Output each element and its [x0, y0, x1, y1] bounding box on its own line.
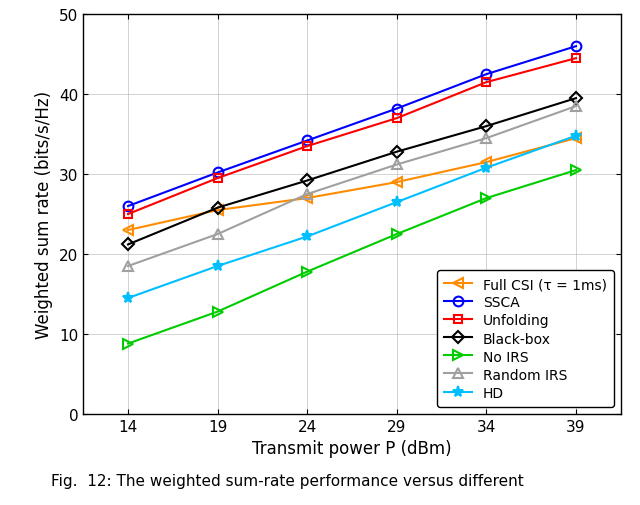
Black-box — [572, 96, 580, 102]
Unfolding — [393, 116, 401, 122]
HD — [303, 234, 311, 240]
X-axis label: Transmit power P (dBm): Transmit power P (dBm) — [252, 439, 452, 458]
Full CSI (τ = 1ms) — [303, 195, 311, 201]
Line: Full CSI (τ = 1ms): Full CSI (τ = 1ms) — [123, 134, 581, 235]
Y-axis label: Weighted sum rate (bits/s/Hz): Weighted sum rate (bits/s/Hz) — [35, 91, 53, 338]
SSCA — [393, 106, 401, 112]
Line: SSCA: SSCA — [123, 42, 581, 212]
Unfolding — [124, 212, 132, 218]
Random IRS — [214, 231, 221, 238]
HD — [483, 165, 490, 171]
Full CSI (τ = 1ms) — [393, 180, 401, 186]
Black-box — [483, 124, 490, 130]
Full CSI (τ = 1ms) — [124, 228, 132, 234]
HD — [124, 295, 132, 301]
Line: HD: HD — [122, 131, 582, 304]
Unfolding — [214, 176, 221, 182]
SSCA — [214, 170, 221, 176]
Unfolding — [483, 80, 490, 86]
Line: Random IRS: Random IRS — [123, 102, 581, 271]
No IRS — [483, 195, 490, 201]
Line: No IRS: No IRS — [123, 166, 581, 349]
Black-box — [303, 178, 311, 184]
No IRS — [572, 168, 580, 174]
Full CSI (τ = 1ms) — [572, 136, 580, 142]
Random IRS — [303, 191, 311, 197]
Black-box — [393, 149, 401, 156]
Line: Black-box: Black-box — [124, 95, 580, 249]
Line: Unfolding: Unfolding — [124, 55, 580, 219]
No IRS — [303, 269, 311, 275]
Full CSI (τ = 1ms) — [214, 208, 221, 214]
No IRS — [214, 309, 221, 315]
SSCA — [303, 138, 311, 144]
Random IRS — [124, 264, 132, 270]
Random IRS — [393, 162, 401, 168]
Full CSI (τ = 1ms) — [483, 160, 490, 166]
Black-box — [214, 205, 221, 211]
Unfolding — [303, 144, 311, 150]
Random IRS — [572, 104, 580, 110]
Unfolding — [572, 56, 580, 62]
No IRS — [393, 231, 401, 238]
Black-box — [124, 242, 132, 248]
Legend: Full CSI (τ = 1ms), SSCA, Unfolding, Black-box, No IRS, Random IRS, HD: Full CSI (τ = 1ms), SSCA, Unfolding, Bla… — [437, 271, 614, 407]
SSCA — [572, 44, 580, 50]
SSCA — [483, 72, 490, 78]
Random IRS — [483, 136, 490, 142]
Text: Fig.  12: The weighted sum-rate performance versus different: Fig. 12: The weighted sum-rate performan… — [51, 473, 524, 488]
HD — [214, 264, 221, 270]
No IRS — [124, 341, 132, 347]
HD — [572, 133, 580, 139]
HD — [393, 199, 401, 206]
SSCA — [124, 204, 132, 210]
